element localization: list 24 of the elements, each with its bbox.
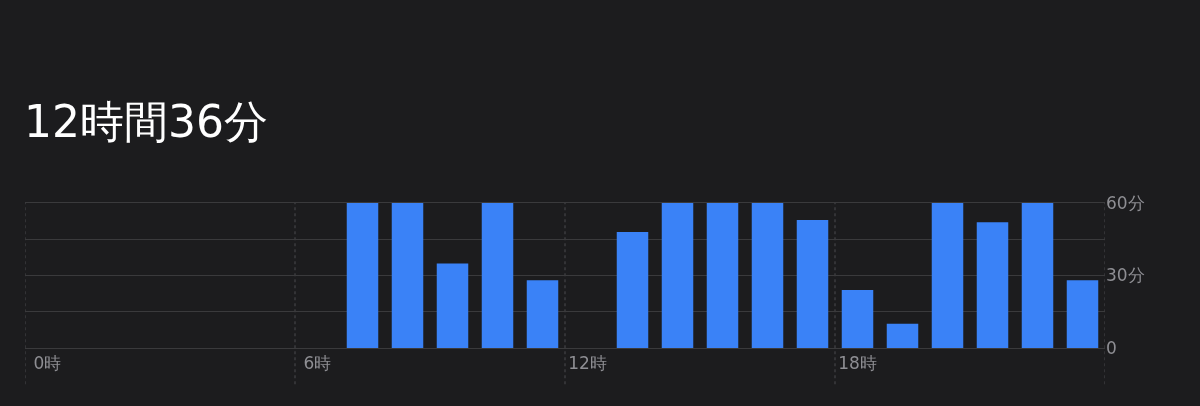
y-tick-label: 0 <box>1106 337 1117 358</box>
bar <box>1021 203 1054 348</box>
bar <box>526 280 559 348</box>
y-tick-label: 60分 <box>1106 192 1145 213</box>
bar <box>436 263 469 348</box>
x-tick-label: 18時 <box>838 353 877 374</box>
bar <box>661 203 694 348</box>
bar <box>391 203 424 348</box>
bar <box>841 290 874 348</box>
y-tick-label: 30分 <box>1106 265 1145 286</box>
bar <box>616 232 649 348</box>
bar <box>931 203 964 348</box>
bar <box>1066 280 1099 348</box>
x-tick-label: 0時 <box>33 353 62 374</box>
bar <box>706 203 739 348</box>
bar <box>751 203 784 348</box>
x-tick-label: 6時 <box>303 353 332 374</box>
chart-title: 12時間36分 <box>24 96 268 148</box>
bar <box>886 323 919 348</box>
bar <box>796 219 829 348</box>
bar <box>346 203 379 348</box>
x-tick-label: 12時 <box>568 353 607 374</box>
bar <box>481 203 514 348</box>
bar <box>976 222 1009 348</box>
